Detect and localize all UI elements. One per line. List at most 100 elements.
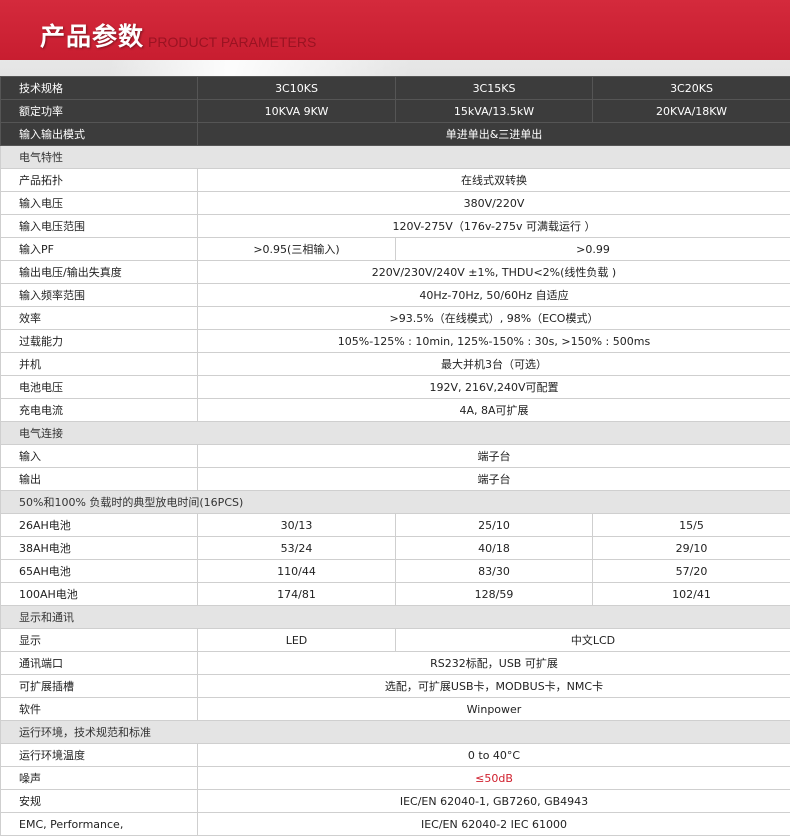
title-cn: 产品参数 bbox=[40, 17, 144, 53]
row-label: 输出 bbox=[1, 468, 198, 491]
section-row: 电气连接 bbox=[1, 422, 790, 445]
value-cell: 端子台 bbox=[198, 445, 790, 468]
row-label: 软件 bbox=[1, 698, 198, 721]
value-cell: 102/41 bbox=[593, 583, 790, 606]
section-title: 运行环境，技术规范和标准 bbox=[1, 721, 790, 744]
row-label: 100AH电池 bbox=[1, 583, 198, 606]
value-cell: 40/18 bbox=[396, 537, 593, 560]
value-cell: 380V/220V bbox=[198, 192, 790, 215]
section-title: 显示和通讯 bbox=[1, 606, 790, 629]
table-row: 产品拓扑在线式双转换 bbox=[1, 169, 790, 192]
value-cell: 最大并机3台（可选） bbox=[198, 353, 790, 376]
value-cell: 在线式双转换 bbox=[198, 169, 790, 192]
row-label: EMC, Performance, bbox=[1, 813, 198, 836]
table-row: 可扩展插槽选配，可扩展USB卡，MODBUS卡，NMC卡 bbox=[1, 675, 790, 698]
value-cell: 83/30 bbox=[396, 560, 593, 583]
row-label: 输入输出模式 bbox=[1, 123, 198, 146]
value-cell: 10KVA 9KW bbox=[198, 100, 396, 123]
row-label: 噪声 bbox=[1, 767, 198, 790]
row-label: 效率 bbox=[1, 307, 198, 330]
value-cell: >0.99 bbox=[396, 238, 790, 261]
value-cell: 29/10 bbox=[593, 537, 790, 560]
row-label: 额定功率 bbox=[1, 100, 198, 123]
value-cell: IEC/EN 62040-2 IEC 61000 bbox=[198, 813, 790, 836]
section-title: 电气特性 bbox=[1, 146, 790, 169]
row-label: 输入电压 bbox=[1, 192, 198, 215]
row-label: 可扩展插槽 bbox=[1, 675, 198, 698]
row-label: 电池电压 bbox=[1, 376, 198, 399]
table-row: 输入PF>0.95(三相输入)>0.99 bbox=[1, 238, 790, 261]
row-label: 输入频率范围 bbox=[1, 284, 198, 307]
section-row: 显示和通讯 bbox=[1, 606, 790, 629]
section-row: 50%和100% 负载时的典型放电时间(16PCS) bbox=[1, 491, 790, 514]
row-label: 输入PF bbox=[1, 238, 198, 261]
value-cell: 57/20 bbox=[593, 560, 790, 583]
value-cell: IEC/EN 62040-1, GB7260, GB4943 bbox=[198, 790, 790, 813]
row-label: 显示 bbox=[1, 629, 198, 652]
value-cell: Winpower bbox=[198, 698, 790, 721]
value-cell: LED bbox=[198, 629, 396, 652]
row-label: 38AH电池 bbox=[1, 537, 198, 560]
row-label: 通讯端口 bbox=[1, 652, 198, 675]
header-row: 输入输出模式单进单出&三进单出 bbox=[1, 123, 790, 146]
table-row: 输出端子台 bbox=[1, 468, 790, 491]
value-cell: 端子台 bbox=[198, 468, 790, 491]
value-cell: 120V-275V（176v-275v 可满载运行 ） bbox=[198, 215, 790, 238]
value-cell: 20KVA/18KW bbox=[593, 100, 790, 123]
value-cell: 0 to 40°C bbox=[198, 744, 790, 767]
section-row: 运行环境，技术规范和标准 bbox=[1, 721, 790, 744]
section-title: 电气连接 bbox=[1, 422, 790, 445]
row-label: 运行环境温度 bbox=[1, 744, 198, 767]
value-cell: 174/81 bbox=[198, 583, 396, 606]
value-cell: 25/10 bbox=[396, 514, 593, 537]
value-cell: 中文LCD bbox=[396, 629, 790, 652]
value-cell: 单进单出&三进单出 bbox=[198, 123, 790, 146]
value-cell: 128/59 bbox=[396, 583, 593, 606]
row-label: 65AH电池 bbox=[1, 560, 198, 583]
section-row: 电气特性 bbox=[1, 146, 790, 169]
value-cell: 192V, 216V,240V可配置 bbox=[198, 376, 790, 399]
title-en: PRODUCT PARAMETERS bbox=[148, 34, 316, 50]
value-cell: 3C10KS bbox=[198, 77, 396, 100]
value-cell: 53/24 bbox=[198, 537, 396, 560]
row-label: 充电电流 bbox=[1, 399, 198, 422]
value-cell: 15/5 bbox=[593, 514, 790, 537]
value-cell: ≤50dB bbox=[198, 767, 790, 790]
section-title: 50%和100% 负载时的典型放电时间(16PCS) bbox=[1, 491, 790, 514]
table-row: 并机最大并机3台（可选） bbox=[1, 353, 790, 376]
value-cell: >93.5%（在线模式）, 98%（ECO模式） bbox=[198, 307, 790, 330]
row-label: 输入电压范围 bbox=[1, 215, 198, 238]
page-banner: 产品参数 PRODUCT PARAMETERS bbox=[0, 0, 790, 76]
value-cell: 3C15KS bbox=[396, 77, 593, 100]
value-cell: 4A, 8A可扩展 bbox=[198, 399, 790, 422]
row-label: 并机 bbox=[1, 353, 198, 376]
value-cell: 110/44 bbox=[198, 560, 396, 583]
value-cell: 3C20KS bbox=[593, 77, 790, 100]
value-cell: 40Hz-70Hz, 50/60Hz 自适应 bbox=[198, 284, 790, 307]
row-label: 26AH电池 bbox=[1, 514, 198, 537]
table-row: 效率>93.5%（在线模式）, 98%（ECO模式） bbox=[1, 307, 790, 330]
page-title: 产品参数 PRODUCT PARAMETERS bbox=[40, 17, 316, 53]
row-label: 技术规格 bbox=[1, 77, 198, 100]
value-cell: 30/13 bbox=[198, 514, 396, 537]
row-label: 输出电压/输出失真度 bbox=[1, 261, 198, 284]
banner-shade bbox=[110, 60, 410, 76]
row-label: 安规 bbox=[1, 790, 198, 813]
